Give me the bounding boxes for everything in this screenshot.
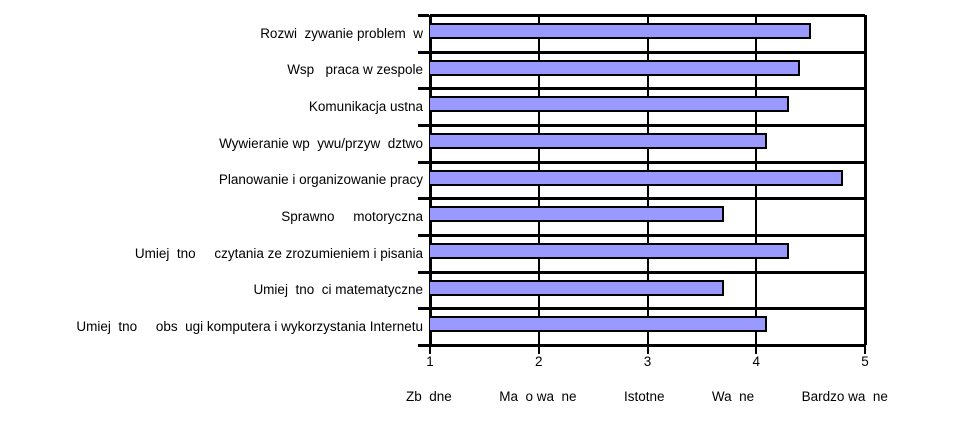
bar [430, 132, 768, 149]
bar [430, 59, 800, 76]
category-axis-tick [418, 87, 429, 91]
category-label: Umiej tno czytania ze zrozumieniem i pis… [134, 245, 423, 261]
plot-border-right [864, 15, 867, 345]
category-axis-tick [418, 233, 429, 237]
value-axis-descriptor-label: Istotne [623, 389, 665, 404]
category-axis-tick [418, 123, 429, 127]
value-axis-descriptor-label: Wa ne [711, 389, 755, 404]
value-axis-tick-label: 5 [861, 354, 869, 369]
bar [430, 169, 844, 186]
value-axis-descriptor-label: Zb dne [406, 389, 452, 404]
category-label: Sprawno motoryczna [281, 209, 423, 225]
category-axis-tick [418, 50, 429, 54]
value-axis-tick [537, 346, 540, 354]
value-axis-descriptor-label: Bardzo wa ne [801, 389, 888, 404]
category-axis-tick [418, 307, 429, 311]
value-axis-tick [755, 346, 758, 354]
category-separator-line [430, 197, 865, 201]
category-separator-line [430, 50, 865, 54]
value-axis-tick-label: 4 [752, 354, 760, 369]
category-label: Planowanie i organizowanie pracy [218, 172, 423, 188]
category-separator-line [430, 270, 865, 274]
bar [430, 206, 724, 223]
value-axis-tick-label: 1 [426, 354, 434, 369]
category-label: Wsp praca w zespole [287, 62, 423, 78]
category-axis-tick [418, 197, 429, 201]
category-label: Wywieranie wp ywu/przyw dztwo [219, 135, 423, 151]
value-axis-tick [864, 346, 866, 354]
bar [430, 242, 789, 259]
value-axis-tick [646, 346, 649, 354]
value-axis-tick-label: 2 [534, 354, 543, 369]
category-axis-tick [418, 270, 429, 274]
value-axis-tick-label: 3 [643, 354, 652, 369]
category-separator-line [430, 123, 865, 127]
category-separator-line [430, 87, 865, 91]
category-separator-line [430, 307, 865, 311]
value-axis-descriptor-label: Ma o wa ne [499, 389, 577, 404]
value-axis-tick [429, 346, 431, 354]
value-axis-descriptor-row: Zb dne Ma o wa ne Istotne Wa ne Bardzo wa ne [406, 389, 888, 404]
category-axis-tick [418, 344, 429, 347]
category-axis-labels: Rozwi zywanie problem w Wsp praca w zespo… [0, 15, 423, 345]
bar [430, 23, 811, 39]
plot-area: 1 2 3 4 5 [418, 14, 869, 369]
bar [430, 96, 789, 113]
category-label: Umiej tno ci matematyczne [253, 282, 423, 298]
category-axis-tick [418, 160, 429, 164]
category-label: Umiej tno obs ugi komputera i wykorzysta… [76, 319, 423, 335]
category-axis-tick [418, 14, 429, 17]
value-axis-line [429, 344, 866, 347]
bar [430, 279, 724, 296]
category-label: Komunikacja ustna [308, 99, 423, 115]
category-separator-line [430, 233, 865, 237]
category-label: Rozwi zywanie problem w [260, 25, 423, 41]
category-separator-line [430, 160, 865, 164]
bar [430, 316, 768, 333]
